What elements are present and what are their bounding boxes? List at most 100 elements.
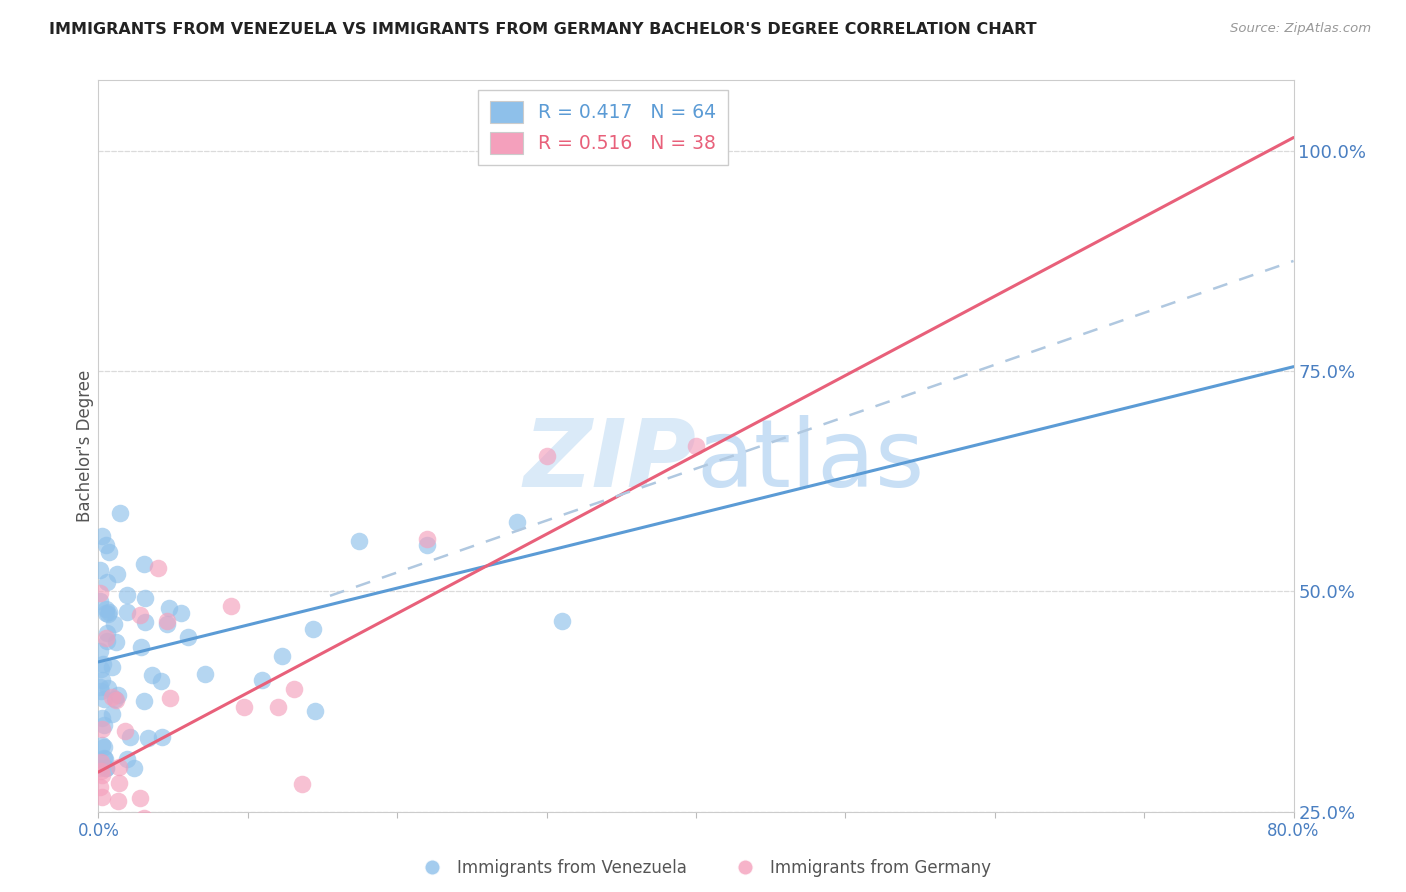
Point [115, 752, 138, 766]
Point [93, 718, 115, 732]
Point [232, 699, 254, 714]
Point [120, 730, 142, 744]
Point [107, 794, 129, 808]
Point [252, 673, 274, 687]
Point [536, 449, 558, 463]
Legend: R = 0.417   N = 64, R = 0.516   N = 38: R = 0.417 N = 64, R = 0.516 N = 38 [478, 90, 728, 165]
Point [136, 731, 159, 745]
Point [416, 532, 439, 546]
Point [96, 574, 118, 589]
Point [146, 561, 169, 575]
Point [97, 605, 120, 619]
Point [89, 780, 111, 795]
Y-axis label: Bachelor's Degree: Bachelor's Degree [76, 370, 94, 522]
Point [132, 694, 155, 708]
Point [104, 635, 127, 649]
Point [128, 790, 150, 805]
Text: IMMIGRANTS FROM VENEZUELA VS IMMIGRANTS FROM GERMANY BACHELOR'S DEGREE CORRELATI: IMMIGRANTS FROM VENEZUELA VS IMMIGRANTS … [49, 22, 1036, 37]
Point [96, 538, 118, 552]
Point [91, 529, 114, 543]
Point [100, 660, 122, 674]
Point [89, 864, 111, 879]
Point [90, 764, 112, 778]
Point [108, 760, 131, 774]
Point [141, 667, 163, 681]
Point [134, 811, 156, 825]
Point [94, 761, 117, 775]
Point [104, 692, 127, 706]
Point [129, 607, 152, 622]
Point [90, 871, 112, 886]
Point [98, 544, 121, 558]
Point [283, 682, 305, 697]
Point [149, 674, 172, 689]
Point [108, 776, 131, 790]
Point [89, 837, 111, 851]
Point [90, 684, 112, 698]
Point [96, 633, 118, 648]
Point [91, 739, 114, 753]
Text: atlas: atlas [696, 415, 924, 507]
Point [103, 617, 125, 632]
Point [89, 761, 111, 775]
Point [152, 730, 174, 744]
Legend: Immigrants from Venezuela, Immigrants from Germany: Immigrants from Venezuela, Immigrants fr… [408, 853, 998, 884]
Point [90, 756, 112, 770]
Point [90, 722, 112, 736]
Point [349, 533, 371, 548]
Point [89, 644, 111, 658]
Point [134, 615, 156, 629]
Point [156, 617, 179, 632]
Point [94, 606, 117, 620]
Point [89, 585, 111, 599]
Point [266, 699, 288, 714]
Point [134, 591, 156, 606]
Point [302, 622, 325, 636]
Point [93, 751, 115, 765]
Point [91, 673, 114, 687]
Point [89, 563, 111, 577]
Point [104, 693, 127, 707]
Point [506, 515, 529, 529]
Point [96, 631, 118, 645]
Point [108, 506, 131, 520]
Point [304, 704, 326, 718]
Point [271, 649, 294, 664]
Point [97, 681, 120, 695]
Point [90, 711, 112, 725]
Point [94, 752, 117, 766]
Point [416, 538, 439, 552]
Point [89, 681, 111, 695]
Point [177, 630, 200, 644]
Point [170, 606, 193, 620]
Point [93, 691, 115, 706]
Point [122, 761, 145, 775]
Point [115, 606, 138, 620]
Point [157, 601, 180, 615]
Point [96, 761, 118, 775]
Point [93, 740, 115, 755]
Point [91, 864, 114, 879]
Point [100, 690, 122, 705]
Point [291, 776, 314, 790]
Point [129, 640, 152, 654]
Point [219, 599, 242, 614]
Point [91, 768, 114, 782]
Point [156, 614, 179, 628]
Point [194, 667, 217, 681]
Text: Source: ZipAtlas.com: Source: ZipAtlas.com [1230, 22, 1371, 36]
Point [101, 706, 124, 721]
Point [114, 724, 136, 739]
Point [89, 594, 111, 608]
Text: ZIP: ZIP [523, 415, 696, 507]
Point [90, 790, 112, 805]
Point [107, 688, 129, 702]
Point [159, 690, 181, 705]
Point [90, 662, 112, 676]
Point [685, 439, 707, 453]
Point [91, 657, 114, 672]
Point [94, 602, 117, 616]
Point [550, 614, 572, 628]
Point [91, 868, 114, 882]
Point [97, 607, 120, 622]
